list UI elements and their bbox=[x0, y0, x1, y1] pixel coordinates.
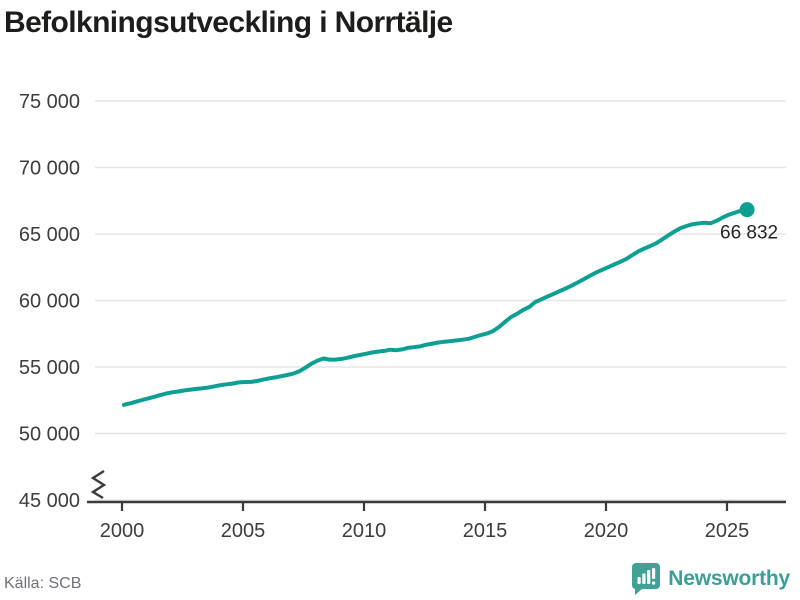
y-tick-label: 50 000 bbox=[19, 424, 80, 446]
y-tick-label: 60 000 bbox=[19, 291, 80, 313]
end-value-label: 66 832 bbox=[720, 223, 778, 244]
newsworthy-wordmark: Newsworthy bbox=[668, 567, 790, 590]
axis-break-icon bbox=[90, 469, 107, 500]
newsworthy-bars-icon bbox=[632, 563, 661, 595]
y-tick-label: 55 000 bbox=[19, 357, 80, 379]
y-tick-label: 70 000 bbox=[19, 158, 80, 180]
x-tick-label: 2000 bbox=[100, 520, 145, 542]
x-tick-label: 2015 bbox=[463, 520, 508, 542]
y-tick-label: 75 000 bbox=[19, 91, 80, 113]
newsworthy-logo[interactable]: Newsworthy bbox=[631, 562, 790, 596]
x-tick-label: 2005 bbox=[221, 520, 266, 542]
y-tick-label: 45 000 bbox=[19, 490, 80, 512]
end-point-marker bbox=[739, 202, 755, 218]
x-tick-label: 2010 bbox=[342, 520, 387, 542]
y-tick-label: 65 000 bbox=[19, 224, 80, 246]
x-tick-label: 2025 bbox=[705, 520, 750, 542]
population-line bbox=[121, 207, 750, 407]
chart-title: Befolkningsutveckling i Norrtälje bbox=[4, 6, 453, 39]
x-tick-label: 2020 bbox=[584, 520, 629, 542]
source-note: Källa: SCB bbox=[4, 575, 82, 592]
